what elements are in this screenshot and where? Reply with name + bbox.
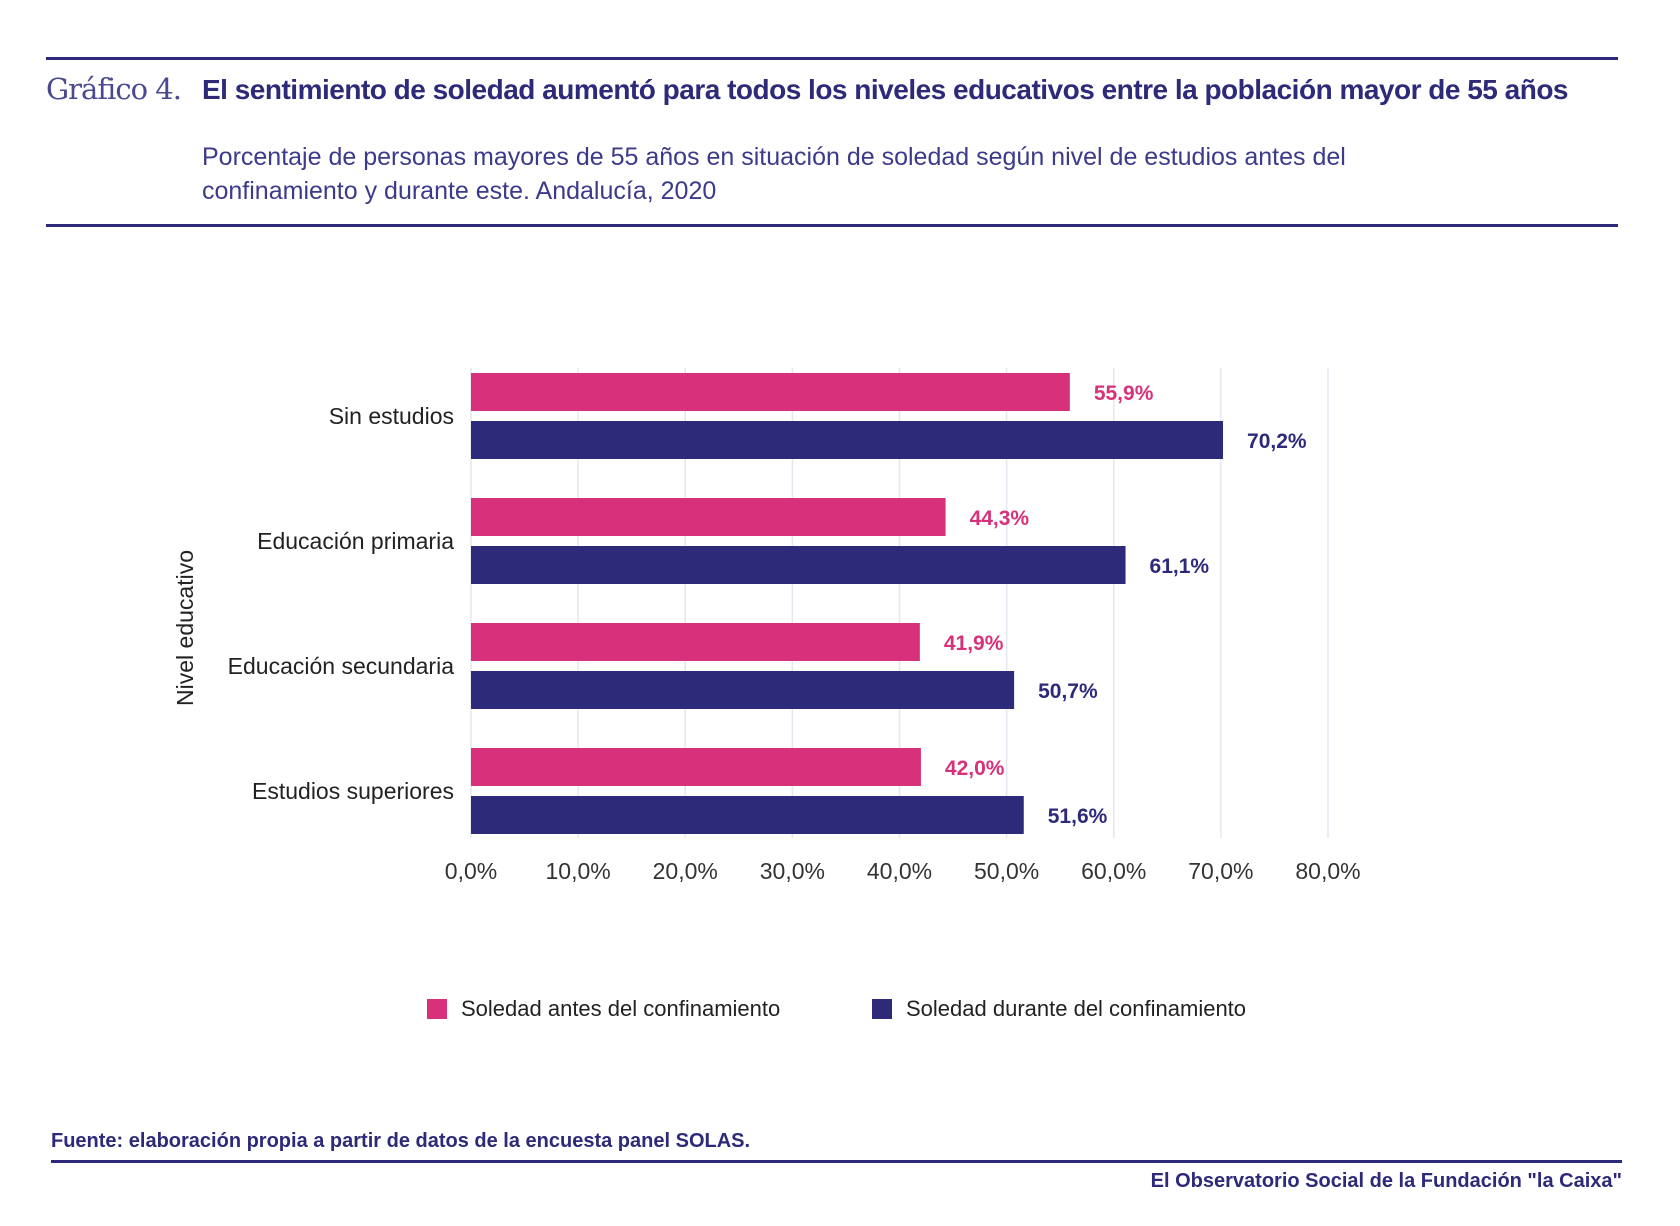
- y-axis-label: Nivel educativo: [172, 550, 198, 706]
- legend-label: Soledad antes del confinamiento: [461, 996, 781, 1021]
- data-label: 55,9%: [1094, 382, 1154, 405]
- data-label: 70,2%: [1247, 430, 1307, 453]
- x-tick-label: 20,0%: [653, 858, 718, 884]
- x-tick-label: 10,0%: [546, 858, 611, 884]
- category-label: Estudios superiores: [252, 778, 454, 804]
- chart-number: Gráfico 4.: [46, 72, 182, 106]
- legend-swatch-navy: [872, 999, 892, 1019]
- x-tick-label: 40,0%: [867, 858, 932, 884]
- bar-during: [471, 546, 1126, 584]
- data-label: 50,7%: [1038, 680, 1098, 703]
- bar-before: [471, 623, 920, 661]
- x-tick-label: 30,0%: [760, 858, 825, 884]
- category-label: Sin estudios: [329, 403, 454, 429]
- bar-chart: 0,0% 10,0% 20,0% 30,0% 40,0% 50,0% 60,0% 70,0% 8…: [172, 368, 1361, 884]
- data-label: 41,9%: [944, 632, 1004, 655]
- source-note: Fuente: elaboración propia a partir de d…: [51, 1130, 751, 1152]
- legend-swatch-pink: [427, 999, 447, 1019]
- bar-before: [471, 748, 921, 786]
- bar-during: [471, 796, 1024, 834]
- x-tick-label: 70,0%: [1188, 858, 1253, 884]
- data-label: 51,6%: [1048, 805, 1108, 828]
- footer-rule: [51, 1160, 1622, 1163]
- x-tick-label: 60,0%: [1081, 858, 1146, 884]
- legend-label: Soledad durante del confinamiento: [906, 996, 1247, 1021]
- x-tick-label: 0,0%: [445, 858, 497, 884]
- data-label: 44,3%: [970, 507, 1030, 530]
- bar-during: [471, 671, 1015, 709]
- legend-item-during: Soledad durante del confinamiento: [872, 996, 1246, 1022]
- category-label: Educación secundaria: [228, 653, 455, 679]
- legend-item-before: Soledad antes del confinamiento: [427, 996, 780, 1022]
- publisher-credit: El Observatorio Social de la Fundación "…: [1150, 1170, 1622, 1192]
- bar-during: [471, 421, 1224, 459]
- data-label: 42,0%: [945, 757, 1005, 780]
- x-tick-label: 50,0%: [974, 858, 1039, 884]
- chart-subtitle: Porcentaje de personas mayores de 55 año…: [202, 143, 1346, 205]
- bar-before: [471, 373, 1070, 411]
- header-bottom-rule: [46, 224, 1618, 227]
- chart-title: El sentimiento de soledad aumentó para t…: [202, 74, 1569, 105]
- x-tick-label: 80,0%: [1295, 858, 1360, 884]
- data-label: 61,1%: [1150, 555, 1210, 578]
- top-rule: [46, 57, 1618, 60]
- bar-before: [471, 498, 946, 536]
- category-label: Educación primaria: [257, 528, 454, 554]
